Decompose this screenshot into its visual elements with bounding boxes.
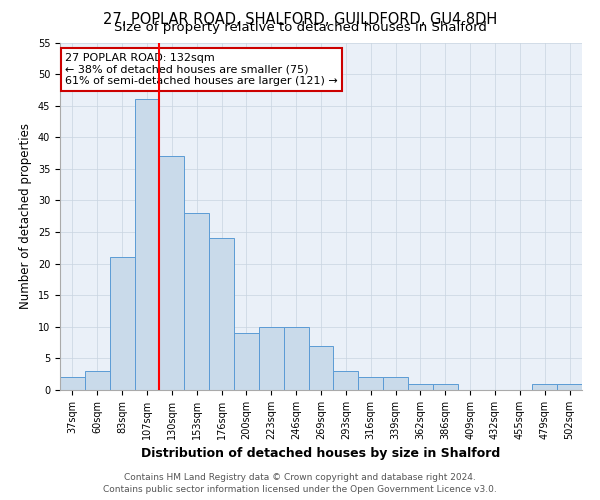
Y-axis label: Number of detached properties: Number of detached properties [19, 123, 32, 309]
Bar [209, 238, 234, 390]
Bar [234, 333, 259, 390]
Bar [184, 213, 209, 390]
Bar [160, 156, 184, 390]
Text: Size of property relative to detached houses in Shalford: Size of property relative to detached ho… [113, 22, 487, 35]
Bar [259, 327, 284, 390]
Text: 27, POPLAR ROAD, SHALFORD, GUILDFORD, GU4 8DH: 27, POPLAR ROAD, SHALFORD, GUILDFORD, GU… [103, 12, 497, 26]
Bar [557, 384, 582, 390]
Bar [433, 384, 458, 390]
Bar [308, 346, 334, 390]
Bar [60, 378, 85, 390]
Bar [334, 371, 358, 390]
Bar [383, 378, 408, 390]
Bar [134, 100, 160, 390]
Bar [532, 384, 557, 390]
X-axis label: Distribution of detached houses by size in Shalford: Distribution of detached houses by size … [142, 448, 500, 460]
Bar [358, 378, 383, 390]
Text: 27 POPLAR ROAD: 132sqm
← 38% of detached houses are smaller (75)
61% of semi-det: 27 POPLAR ROAD: 132sqm ← 38% of detached… [65, 53, 338, 86]
Bar [110, 258, 134, 390]
Bar [284, 327, 308, 390]
Bar [408, 384, 433, 390]
Bar [85, 371, 110, 390]
Text: Contains HM Land Registry data © Crown copyright and database right 2024.
Contai: Contains HM Land Registry data © Crown c… [103, 472, 497, 494]
